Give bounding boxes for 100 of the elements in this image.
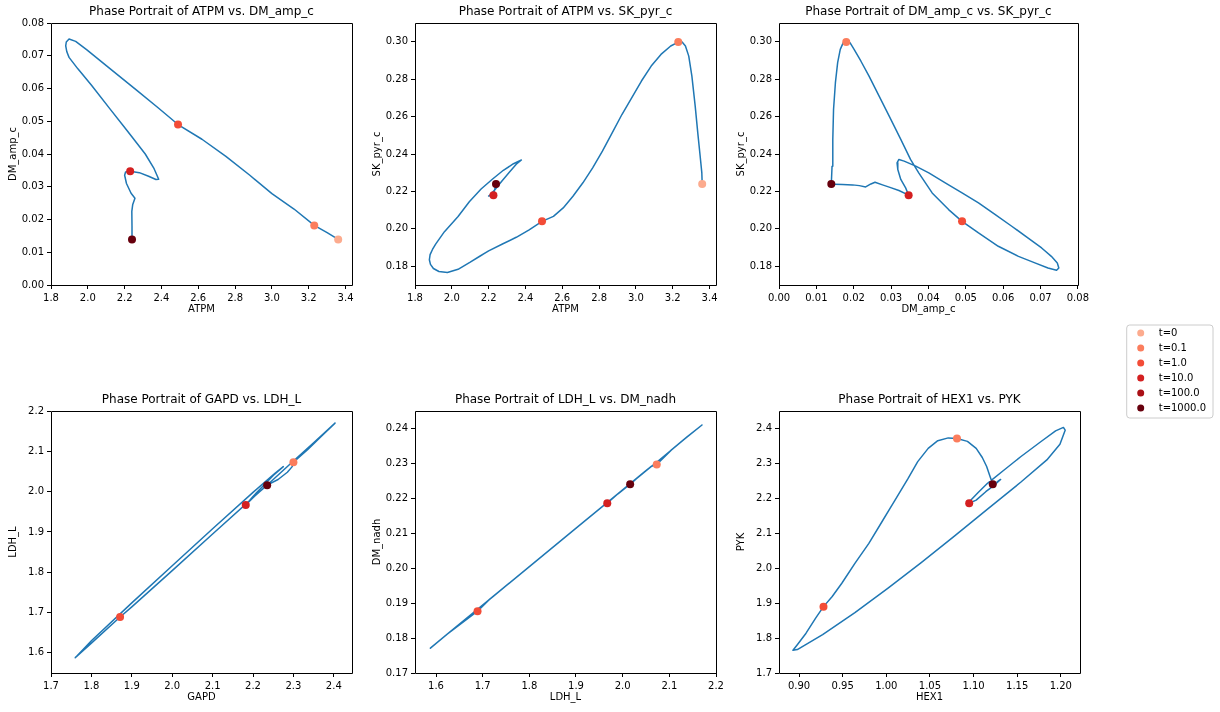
- y-tick-label: 0.08: [21, 16, 44, 28]
- legend-label: t=0.1: [1158, 341, 1187, 353]
- point: [538, 217, 547, 226]
- y-tick-label: 2.4: [756, 422, 772, 434]
- point: [952, 434, 961, 443]
- x-tick-label: 0.03: [879, 291, 903, 303]
- point: [819, 602, 828, 611]
- y-tick-label: 0.07: [21, 49, 44, 61]
- x-tick-label: 1.8: [83, 679, 100, 691]
- x-tick-label: 2.4: [325, 679, 342, 691]
- x-axis-title: HEX1: [915, 690, 944, 702]
- chart-title: Phase Portrait of ATPM vs. DM_amp_c: [89, 4, 314, 19]
- x-tick-label: 3.0: [627, 291, 644, 303]
- point: [674, 38, 683, 47]
- x-tick-label: 2.0: [443, 291, 460, 303]
- x-tick-label: 0.00: [767, 291, 791, 303]
- point: [263, 481, 272, 490]
- x-tick-label: 3.4: [701, 291, 718, 303]
- point: [988, 480, 997, 489]
- x-tick-label: 2.0: [79, 291, 96, 303]
- x-tick-label: 1.8: [43, 291, 59, 303]
- x-tick-label: 3.2: [664, 291, 681, 303]
- x-axis-title: DM_amp_c: [901, 302, 956, 315]
- y-tick-label: 1.9: [756, 596, 772, 608]
- y-axis-title: DM_nadh: [370, 518, 383, 566]
- point: [116, 612, 125, 621]
- y-tick-label: 0.28: [749, 72, 772, 84]
- y-tick-label: 1.7: [756, 666, 772, 678]
- y-tick-label: 2.3: [756, 456, 772, 468]
- chart-title: Phase Portrait of DM_amp_c vs. SK_pyr_c: [805, 4, 1052, 19]
- x-tick-label: 1.9: [568, 679, 584, 691]
- x-tick-label: 0.04: [917, 291, 940, 303]
- point: [603, 499, 612, 508]
- x-tick-label: 1.15: [1006, 679, 1029, 691]
- y-tick-label: 0.05: [21, 114, 44, 126]
- chart-title: Phase Portrait of LDH_L vs. DM_nadh: [454, 392, 677, 407]
- y-axis-title: LDH_L: [6, 525, 19, 558]
- point: [965, 499, 974, 508]
- y-tick-label: 0.24: [749, 147, 772, 159]
- y-tick-label: 2.0: [28, 485, 44, 497]
- x-tick-label: 0.02: [842, 291, 865, 303]
- x-tick-label: 0.07: [1029, 291, 1052, 303]
- x-tick-label: 1.9: [123, 679, 140, 691]
- x-tick-label: 0.06: [992, 291, 1015, 303]
- y-tick-label: 0.06: [21, 82, 44, 94]
- x-tick-label: 2.6: [190, 291, 207, 303]
- point: [174, 120, 183, 129]
- y-tick-label: 1.9: [28, 525, 44, 537]
- point: [241, 500, 250, 509]
- chart-title: Phase Portrait of GAPD vs. LDH_L: [101, 392, 302, 407]
- y-tick-label: 0.28: [385, 72, 408, 84]
- x-tick-label: 2.4: [153, 291, 170, 303]
- point: [310, 221, 319, 230]
- legend-label: t=10.0: [1158, 371, 1194, 383]
- y-tick-label: 0.19: [385, 596, 408, 608]
- x-tick-label: 0.90: [787, 679, 811, 691]
- point: [652, 460, 661, 469]
- point: [126, 167, 135, 176]
- x-tick-label: 1.20: [1049, 679, 1072, 691]
- x-tick-label: 2.6: [554, 291, 571, 303]
- y-tick-label: 0.18: [385, 631, 408, 643]
- x-axis-title: LDH_L: [549, 690, 582, 703]
- y-tick-label: 1.6: [28, 646, 44, 658]
- y-axis-title: PYK: [734, 532, 746, 552]
- point: [473, 607, 482, 616]
- y-tick-label: 1.8: [756, 631, 772, 643]
- y-tick-label: 0.20: [385, 222, 408, 234]
- y-tick-label: 0.00: [21, 278, 44, 290]
- point: [489, 191, 498, 200]
- x-tick-label: 1.8: [521, 679, 538, 691]
- y-tick-label: 1.7: [28, 606, 44, 618]
- x-axis-title: ATPM: [188, 302, 215, 314]
- y-tick-label: 1.8: [28, 565, 44, 577]
- y-tick-label: 2.0: [756, 561, 772, 573]
- point: [958, 217, 967, 226]
- x-tick-label: 1.10: [962, 679, 985, 691]
- point: [904, 191, 913, 200]
- y-tick-label: 0.26: [749, 110, 772, 122]
- y-tick-label: 0.30: [385, 35, 408, 47]
- y-tick-label: 0.24: [385, 422, 408, 434]
- y-tick-label: 0.01: [21, 245, 44, 257]
- point: [492, 179, 500, 188]
- point: [626, 480, 635, 489]
- y-tick-label: 0.26: [385, 110, 408, 122]
- x-tick-label: 2.2: [116, 291, 133, 303]
- chart-title: Phase Portrait of HEX1 vs. PYK: [838, 392, 1022, 407]
- y-tick-label: 2.1: [28, 444, 44, 456]
- x-tick-label: 1.7: [43, 679, 59, 691]
- x-tick-label: 1.8: [407, 291, 423, 303]
- chart-title: Phase Portrait of ATPM vs. SK_pyr_c: [458, 4, 673, 19]
- legend-label: t=0: [1158, 326, 1178, 338]
- y-tick-label: 0.20: [749, 222, 772, 234]
- legend-label: t=1.0: [1158, 356, 1187, 368]
- y-tick-label: 0.18: [385, 259, 408, 271]
- y-tick-label: 0.21: [385, 526, 408, 538]
- point: [128, 235, 136, 244]
- x-tick-label: 1.05: [918, 679, 942, 691]
- y-tick-label: 2.2: [28, 404, 44, 416]
- x-tick-label: 1.00: [875, 679, 898, 691]
- y-tick-label: 0.04: [21, 147, 44, 159]
